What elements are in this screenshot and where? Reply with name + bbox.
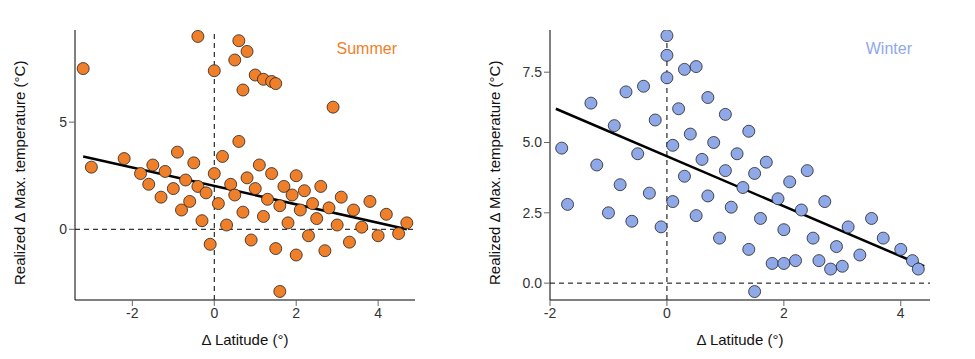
svg-text:4: 4 (374, 305, 382, 321)
svg-text:2: 2 (292, 305, 300, 321)
svg-text:Realized Δ Max. temperature (°: Realized Δ Max. temperature (°C) (11, 61, 28, 285)
svg-text:0.0: 0.0 (523, 275, 543, 291)
html-text:Summer: Summer (336, 40, 397, 57)
svg-text:-2: -2 (126, 305, 139, 321)
svg-text:Δ Latitude (°): Δ Latitude (°) (697, 331, 784, 348)
html-text:Winter: Winter (865, 40, 912, 57)
svg-text:5: 5 (59, 114, 67, 130)
svg-text:7.5: 7.5 (523, 64, 543, 80)
svg-text:0: 0 (59, 221, 67, 237)
svg-text:4: 4 (897, 305, 905, 321)
svg-text:5.0: 5.0 (523, 134, 543, 150)
svg-text:2: 2 (780, 305, 788, 321)
svg-text:0: 0 (210, 305, 218, 321)
svg-text:-2: -2 (544, 305, 557, 321)
svg-text:2.5: 2.5 (523, 205, 543, 221)
svg-text:Realized Δ Max. temperature (°: Realized Δ Max. temperature (°C) (486, 61, 503, 285)
svg-text:0: 0 (663, 305, 671, 321)
svg-text:Δ Latitude (°): Δ Latitude (°) (202, 331, 289, 348)
